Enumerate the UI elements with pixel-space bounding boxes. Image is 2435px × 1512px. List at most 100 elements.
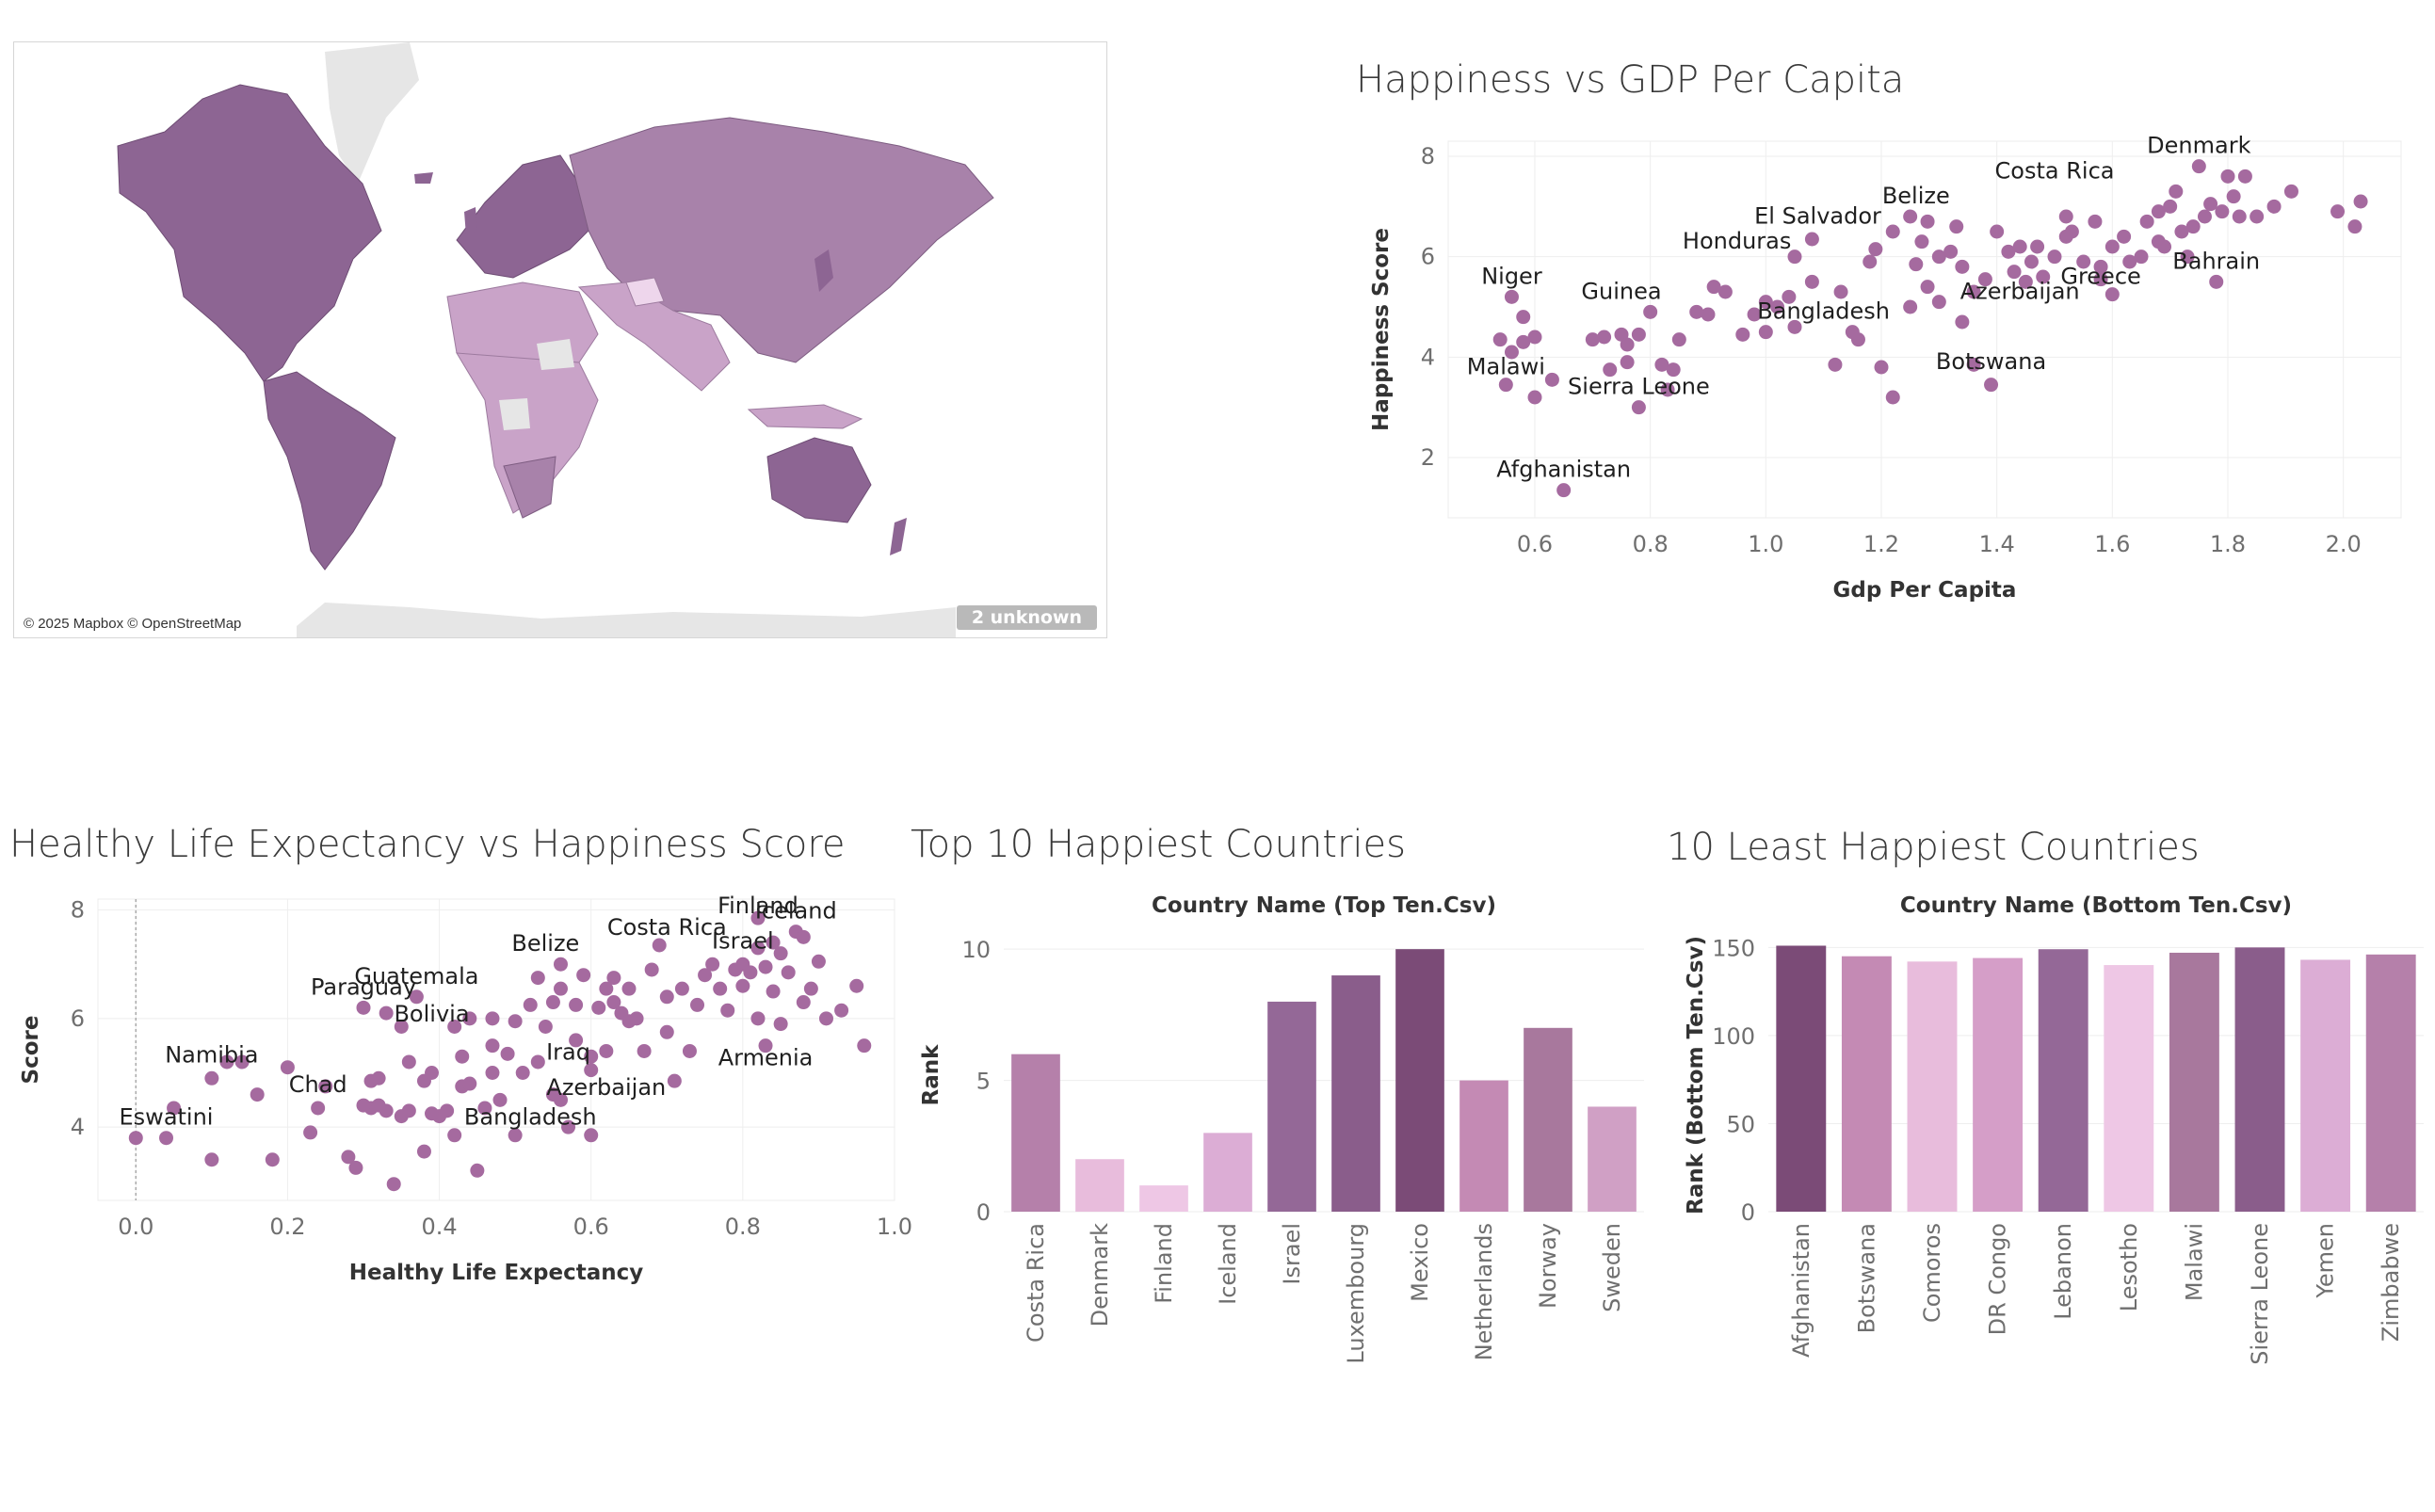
bar[interactable]: [1267, 1001, 1316, 1212]
data-point[interactable]: [386, 1177, 401, 1192]
data-point[interactable]: [1874, 360, 1889, 375]
data-point[interactable]: [606, 995, 621, 1010]
data-point[interactable]: [409, 989, 424, 1005]
data-point[interactable]: [584, 1063, 599, 1078]
data-point[interactable]: [569, 1033, 584, 1048]
data-point[interactable]: [2185, 219, 2201, 234]
data-point[interactable]: [1868, 242, 1883, 257]
data-point[interactable]: [440, 1103, 455, 1118]
data-point[interactable]: [720, 1003, 735, 1018]
data-point[interactable]: [629, 1011, 644, 1026]
data-point[interactable]: [2076, 254, 2091, 269]
data-point[interactable]: [1498, 378, 1513, 393]
data-point[interactable]: [2237, 169, 2252, 184]
data-point[interactable]: [584, 1049, 599, 1064]
bar[interactable]: [1139, 1185, 1188, 1212]
data-point[interactable]: [796, 929, 811, 944]
data-point[interactable]: [485, 1038, 500, 1054]
data-point[interactable]: [1863, 254, 1878, 269]
data-point[interactable]: [2180, 249, 2195, 265]
data-point[interactable]: [2353, 194, 2368, 209]
data-point[interactable]: [773, 1017, 788, 1032]
data-point[interactable]: [394, 1019, 409, 1034]
data-point[interactable]: [1920, 214, 1935, 229]
data-point[interactable]: [250, 1087, 265, 1102]
data-point[interactable]: [2174, 224, 2189, 239]
bar[interactable]: [1588, 1106, 1637, 1212]
bar[interactable]: [1459, 1080, 1508, 1212]
data-point[interactable]: [1758, 295, 1773, 310]
data-point[interactable]: [1631, 400, 1646, 415]
data-point[interactable]: [280, 1060, 295, 1075]
data-point[interactable]: [2036, 269, 2051, 284]
data-point[interactable]: [2151, 204, 2166, 219]
chart-bottom10[interactable]: Country Name (Bottom Ten.Csv) 0 50 100 150Ra…: [1659, 885, 2431, 1450]
data-point[interactable]: [2203, 197, 2218, 212]
data-point[interactable]: [1966, 284, 1981, 299]
data-point[interactable]: [2283, 184, 2298, 199]
data-point[interactable]: [1787, 319, 1802, 334]
bar[interactable]: [1841, 956, 1892, 1212]
bar[interactable]: [1075, 1159, 1124, 1212]
bar[interactable]: [1776, 945, 1827, 1212]
data-point[interactable]: [204, 1070, 219, 1086]
data-point[interactable]: [758, 959, 773, 974]
data-point[interactable]: [652, 938, 667, 953]
data-point[interactable]: [773, 946, 788, 961]
data-point[interactable]: [644, 962, 659, 977]
bar[interactable]: [1331, 975, 1380, 1212]
data-point[interactable]: [204, 1152, 219, 1167]
data-point[interactable]: [425, 1106, 440, 1121]
data-point[interactable]: [1977, 272, 1992, 287]
data-point[interactable]: [2122, 254, 2137, 269]
data-point[interactable]: [2330, 204, 2346, 219]
bar[interactable]: [2300, 959, 2351, 1212]
data-point[interactable]: [1620, 355, 1635, 370]
data-point[interactable]: [1931, 249, 1946, 265]
data-point[interactable]: [508, 1014, 523, 1029]
data-point[interactable]: [2093, 259, 2108, 274]
data-point[interactable]: [1885, 224, 1900, 239]
bar[interactable]: [2104, 965, 2154, 1212]
data-point[interactable]: [2151, 234, 2166, 249]
data-point[interactable]: [2209, 274, 2224, 289]
map-credit[interactable]: © 2025 Mapbox © OpenStreetMap: [24, 616, 242, 632]
data-point[interactable]: [2215, 204, 2230, 219]
data-point[interactable]: [341, 1150, 356, 1165]
data-point[interactable]: [1689, 304, 1704, 319]
data-point[interactable]: [416, 1144, 431, 1159]
data-point[interactable]: [2139, 214, 2154, 229]
data-point[interactable]: [766, 935, 781, 950]
data-point[interactable]: [1955, 314, 1970, 330]
data-point[interactable]: [447, 1128, 462, 1143]
data-point[interactable]: [743, 965, 758, 980]
data-point[interactable]: [2250, 209, 2265, 224]
data-point[interactable]: [455, 1049, 470, 1064]
data-point[interactable]: [1516, 310, 1531, 325]
data-point[interactable]: [2093, 272, 2108, 287]
plot-area[interactable]: [1447, 140, 2402, 519]
data-point[interactable]: [462, 1076, 477, 1091]
data-point[interactable]: [1654, 357, 1669, 372]
data-point[interactable]: [508, 1128, 523, 1143]
data-point[interactable]: [1556, 483, 1572, 498]
bar[interactable]: [2038, 949, 2088, 1212]
bar[interactable]: [1524, 1027, 1572, 1212]
data-point[interactable]: [599, 1043, 614, 1058]
data-point[interactable]: [1660, 382, 1675, 397]
data-point[interactable]: [857, 1038, 872, 1054]
data-point[interactable]: [470, 1163, 485, 1178]
data-point[interactable]: [219, 1054, 234, 1070]
data-point[interactable]: [2347, 219, 2362, 234]
unknown-badge[interactable]: 2 unknown: [956, 605, 1097, 630]
data-point[interactable]: [1527, 330, 1542, 345]
data-point[interactable]: [1828, 357, 1843, 372]
data-point[interactable]: [750, 910, 766, 925]
data-point[interactable]: [849, 978, 864, 993]
data-point[interactable]: [1701, 307, 1716, 322]
data-point[interactable]: [713, 981, 728, 996]
data-point[interactable]: [758, 1038, 773, 1054]
data-point[interactable]: [1516, 334, 1531, 349]
data-point[interactable]: [1770, 299, 1785, 314]
data-point[interactable]: [379, 1103, 394, 1118]
